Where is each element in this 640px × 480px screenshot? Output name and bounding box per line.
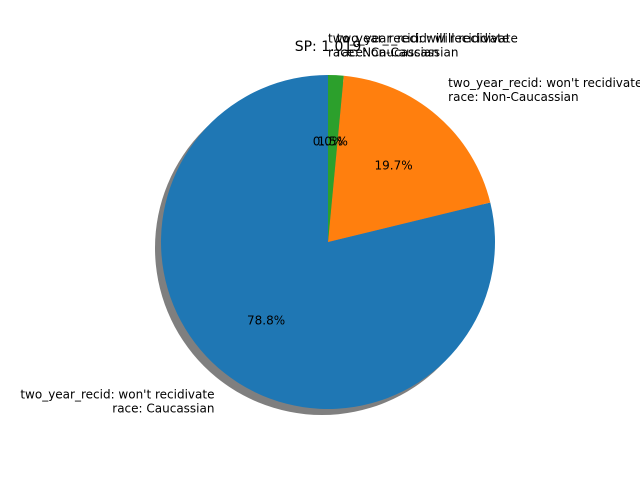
pie-slice-label-line: race: Caucassian bbox=[337, 46, 439, 60]
pie-slice-label-line: race: Non-Caucassian bbox=[328, 45, 458, 59]
pie-percent-label-1: 19.7% bbox=[374, 159, 412, 173]
pie-slice-labels: two_year_recid: won't recidivate race: Ca… bbox=[20, 31, 640, 415]
pie-percent-labels: 78.8% 19.7% 1.5%0.0% bbox=[247, 134, 413, 327]
pie-slice-label-line: race: Non-Caucassian bbox=[448, 90, 578, 104]
pie-slice-label-line: two_year_recid: won't recidivate bbox=[448, 76, 640, 90]
pie-slice-1 bbox=[328, 75, 491, 242]
pie-slices bbox=[161, 75, 495, 410]
pie-slice-label-line: two_year_recid: won't recidivate bbox=[20, 387, 214, 401]
pie-slice-label-1: two_year_recid: won't recidivate race: No… bbox=[448, 76, 640, 104]
pie-percent-label-3: 0.0% bbox=[313, 134, 344, 148]
chart-title: SP: 1.019 bbox=[295, 39, 362, 55]
pie-slice-2 bbox=[328, 75, 344, 242]
pie-slice-0 bbox=[161, 75, 495, 410]
pie-percent-label-2: 1.5% bbox=[317, 134, 348, 148]
pie-slice-label-0: two_year_recid: won't recidivate race: Ca… bbox=[20, 387, 214, 415]
pie-slice-label-line: two_year_recid: will recidivate bbox=[328, 31, 509, 45]
pie-percent-label-0: 78.8% bbox=[247, 313, 285, 327]
pie-slice-label-2: two_year_recid: will recidivate race: Cau… bbox=[337, 32, 518, 60]
pie-slice-label-3: two_year_recid: will recidivate race: Non… bbox=[328, 31, 509, 59]
pie-slice-label-line: two_year_recid: will recidivate bbox=[337, 32, 518, 46]
pie-slice-label-line: race: Caucassian bbox=[112, 401, 214, 415]
